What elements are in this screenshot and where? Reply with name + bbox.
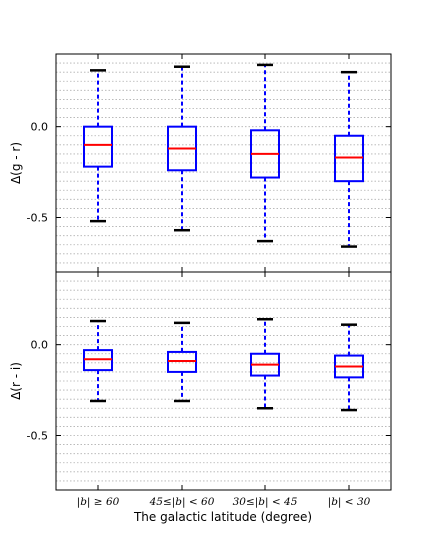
y-tick-label: 0.0 [31, 339, 49, 352]
x-tick-label: |b| < 30 [328, 496, 371, 509]
y-tick-label: 0.0 [31, 121, 49, 134]
y-tick-label: -0.5 [27, 430, 48, 443]
x-tick-label: |b| ≥ 60 [77, 496, 120, 509]
box-4 [334, 70, 364, 248]
panel-1: 0.0 -0.5 Δ(g - r) [9, 53, 392, 273]
y-tick-label: -0.5 [27, 212, 48, 225]
box-3 [250, 317, 280, 410]
x-tick-label: 45≤|b| < 60 [149, 496, 215, 509]
box-1 [83, 319, 113, 403]
box-3 [250, 63, 280, 243]
panel-2: 0.0 -0.5 Δ(r - i) |b| ≥ 60 45≤|b| < 60 30≤|b|… [9, 271, 392, 509]
y-axis-label: Δ(r - i) [9, 362, 23, 400]
x-axis-label: The galactic latitude (degree) [133, 510, 312, 524]
y-axis-label: Δ(g - r) [9, 142, 23, 184]
box-4 [334, 323, 364, 412]
panels-group: 0.0 -0.5 Δ(g - r) 0.0 -0.5 Δ(r - i) |b| ≥ 60 45… [9, 53, 392, 509]
box-1 [83, 69, 113, 223]
box-2 [167, 65, 197, 232]
plot-frame [55, 271, 392, 491]
x-tick-label: 30≤|b| < 45 [233, 496, 298, 509]
box-2 [167, 321, 197, 403]
iqr-box [83, 125, 113, 168]
